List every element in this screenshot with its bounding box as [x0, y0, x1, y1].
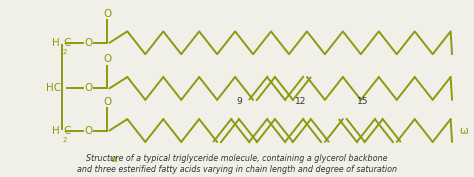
Text: O: O — [84, 83, 92, 93]
Text: 9: 9 — [237, 97, 242, 106]
Text: α: α — [111, 155, 118, 164]
Text: O: O — [103, 9, 111, 19]
Text: O: O — [103, 55, 111, 64]
Text: O: O — [84, 38, 92, 48]
Text: H: H — [52, 125, 60, 136]
Text: HC: HC — [46, 83, 61, 93]
Text: 2: 2 — [62, 49, 66, 55]
Text: O: O — [84, 125, 92, 136]
Text: O: O — [103, 97, 111, 107]
Text: 2: 2 — [62, 137, 66, 143]
Text: ω: ω — [459, 125, 468, 136]
Text: 12: 12 — [295, 97, 307, 106]
Text: C: C — [64, 38, 71, 48]
Text: 15: 15 — [356, 97, 368, 106]
Text: C: C — [64, 125, 71, 136]
Text: H: H — [52, 38, 60, 48]
Text: Structure of a typical triglyceride molecule, containing a glycerol backbone
and: Structure of a typical triglyceride mole… — [77, 154, 397, 174]
